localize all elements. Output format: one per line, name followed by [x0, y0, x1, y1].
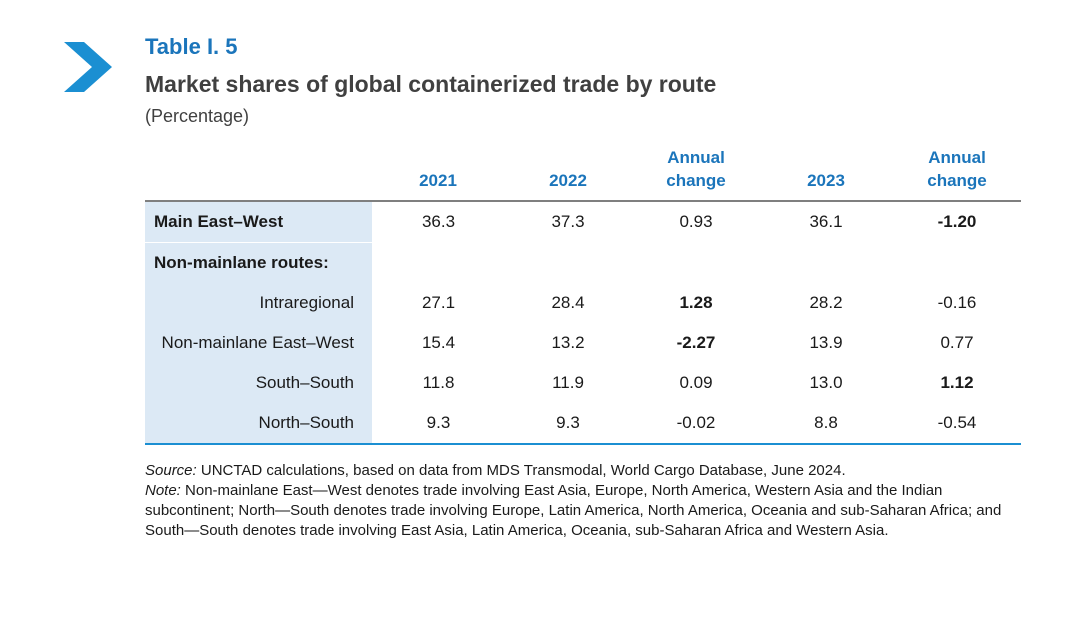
note-label: Note:: [145, 482, 181, 499]
table-row: Main East–West 36.3 37.3 0.93 36.1 -1.20: [145, 201, 1021, 243]
row-label: South–South: [145, 363, 374, 403]
cell: -0.02: [633, 403, 759, 445]
cell: -0.16: [937, 293, 977, 312]
market-share-table: 2021 2022 Annual change 2023 Annual change…: [145, 140, 1021, 445]
cell: 0.77: [940, 333, 974, 352]
cell: 11.9: [552, 373, 584, 392]
cell: 8.8: [759, 403, 893, 445]
source-note: Source: UNCTAD calculations, based on da…: [145, 461, 1025, 481]
table-row: Non-mainlane East–West 15.4 13.2 -2.27 1…: [145, 323, 1021, 363]
col-header-annual-change-2: Annual change: [893, 140, 1021, 202]
col-header-2021: 2021: [373, 140, 503, 202]
cell: [633, 243, 759, 284]
row-label: Intraregional: [145, 283, 374, 323]
cell: -0.54: [893, 403, 1021, 445]
cell: 13.2: [551, 333, 585, 352]
row-label: Non-mainlane routes:: [145, 242, 374, 283]
cell: 36.1: [759, 201, 893, 243]
note: Note: Non-mainlane East—West denotes tra…: [145, 481, 1025, 541]
table-subtitle: (Percentage): [145, 106, 250, 126]
col-header-annual-change-1: Annual change: [633, 140, 759, 202]
table-label: Table I. 5: [145, 34, 238, 59]
cell-highlight-negative: -2.27: [676, 333, 716, 352]
cell: 36.3: [373, 201, 503, 243]
col-header-2023: 2023: [759, 140, 893, 202]
cell: 28.2: [809, 293, 843, 312]
row-label: Non-mainlane East–West: [145, 323, 374, 363]
cell: 15.4: [421, 333, 456, 352]
header-stub: [145, 140, 373, 202]
row-label: Main East–West: [145, 201, 374, 243]
cell: [503, 243, 633, 284]
table-row: Intraregional 27.1 28.4 1.28 28.2 -0.16: [145, 283, 1021, 323]
cell: 27.1: [421, 293, 456, 312]
cell: 13.0: [809, 373, 843, 392]
cell: 9.3: [373, 403, 503, 445]
cell-highlight-positive: 1.12: [940, 373, 974, 392]
footnotes: Source: UNCTAD calculations, based on da…: [145, 461, 1025, 541]
note-text: Non-mainlane East—West denotes trade inv…: [145, 482, 1002, 539]
cell: [893, 243, 1021, 284]
cell: 11.8: [422, 373, 455, 392]
cell: [759, 243, 893, 284]
cell-highlight-positive: 1.28: [679, 293, 713, 312]
row-label: North–South: [145, 403, 374, 445]
cell: [373, 243, 503, 284]
chevron-right-icon: [64, 42, 112, 92]
source-label: Source:: [145, 462, 197, 479]
table-title: Market shares of global containerized tr…: [145, 71, 717, 97]
table-row: North–South 9.3 9.3 -0.02 8.8 -0.54: [145, 403, 1021, 445]
cell-highlight-negative: -1.20: [893, 201, 1021, 243]
table-row: South–South 11.8 11.9 0.09 13.0 1.12: [145, 363, 1021, 403]
cell: 9.3: [503, 403, 633, 445]
cell: 37.3: [503, 201, 633, 243]
cell: 28.4: [551, 293, 585, 312]
cell: 0.09: [679, 373, 713, 392]
table-row: Non-mainlane routes:: [145, 242, 1021, 284]
col-header-2022: 2022: [503, 140, 633, 202]
source-text: UNCTAD calculations, based on data from …: [196, 462, 846, 479]
cell: 0.93: [633, 201, 759, 243]
cell: 13.9: [809, 333, 843, 352]
table-header-row: 2021 2022 Annual change 2023 Annual change: [145, 140, 1021, 202]
